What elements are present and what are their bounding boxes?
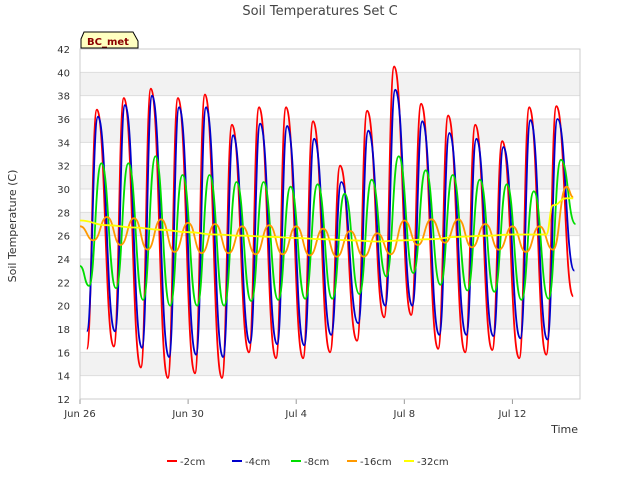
x-axis-label: Time: [550, 423, 578, 436]
series-line-8cm: [79, 155, 577, 307]
grid-band: [80, 119, 580, 143]
series-line-16cm: [79, 185, 574, 258]
y-tick-label: 18: [57, 325, 70, 336]
legend-label-4cm: -4cm: [245, 457, 270, 468]
y-tick-label: 40: [57, 68, 70, 79]
y-tick-label: 28: [57, 208, 70, 219]
x-tick-label: Jul 4: [284, 409, 307, 420]
y-tick-label: 32: [57, 162, 70, 173]
site-badge-label: BC_met: [87, 37, 129, 48]
site-badge: BC_met: [80, 31, 139, 49]
y-tick-label: 42: [57, 45, 70, 56]
series-line-4cm: [85, 88, 576, 358]
y-axis-label: Soil Temperature (C): [6, 170, 19, 283]
grid-band: [80, 305, 580, 329]
y-tick-label: 12: [57, 395, 70, 406]
legend-label-16cm: -16cm: [360, 457, 392, 468]
site-badge-box: [80, 31, 139, 49]
plot-area: 12 14 16 18 20 22 24 26 28 30 32 34 36 38 40 42 Jun 26 Ju…: [57, 45, 581, 420]
legend-label-8cm: -8cm: [304, 457, 329, 468]
x-tick-label: Jun 30: [171, 409, 204, 420]
plot-frame: [79, 48, 581, 400]
x-tick-label: Jul 12: [497, 409, 526, 420]
x-tick-label: Jul 8: [393, 409, 416, 420]
y-tick-label: 26: [57, 232, 70, 243]
y-tick-label: 22: [57, 278, 70, 289]
y-tick-label: 36: [57, 115, 70, 126]
x-tick-label: Jun 26: [63, 409, 96, 420]
chart-title: Soil Temperatures Set C: [242, 4, 397, 19]
series-line-2cm: [85, 65, 575, 379]
series-line-32cm: [79, 197, 574, 243]
grid-band: [80, 72, 580, 96]
y-tick-label: 16: [57, 348, 70, 359]
y-tick-label: 24: [57, 255, 70, 266]
legend-label-2cm: -2cm: [180, 457, 205, 468]
y-tick-label: 20: [57, 302, 70, 313]
legend: -2cm -4cm -8cm -16cm -32cm: [167, 457, 449, 468]
y-tick-label: 30: [57, 185, 70, 196]
y-tick-label: 34: [57, 138, 70, 149]
y-tick-label: 38: [57, 92, 70, 103]
y-tick-label: 14: [57, 372, 70, 383]
grid-band: [80, 259, 580, 283]
grid-band: [80, 352, 580, 376]
legend-label-32cm: -32cm: [417, 457, 449, 468]
